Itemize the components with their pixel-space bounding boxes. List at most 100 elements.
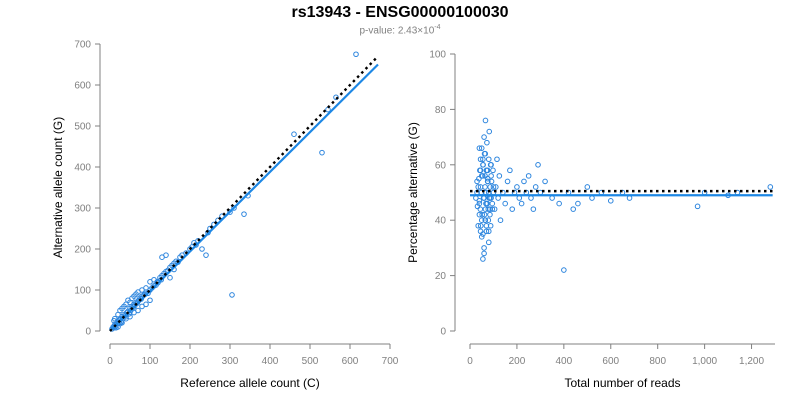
x-tick-label: 500 (302, 356, 319, 367)
data-point (489, 200, 496, 207)
y-tick-label: 40 (435, 216, 447, 227)
data-point (514, 184, 520, 190)
x-tick-label: 1,200 (739, 356, 764, 367)
data-point (485, 178, 491, 185)
data-point (484, 167, 490, 174)
data-point (475, 222, 482, 229)
x-tick-label: 1,000 (692, 356, 717, 367)
data-point (484, 200, 491, 207)
data-point (151, 276, 157, 283)
data-point (477, 167, 484, 174)
y-tick-label: 300 (74, 204, 91, 215)
data-point (480, 156, 486, 163)
data-point (575, 200, 581, 207)
data-point (477, 156, 484, 163)
y-tick-label: 100 (74, 286, 91, 297)
y-tick-label: 0 (85, 327, 91, 338)
data-point (241, 211, 247, 217)
data-point (319, 149, 325, 156)
data-point (495, 195, 501, 201)
y-tick-label: 200 (74, 245, 91, 256)
data-point (333, 94, 339, 101)
x-tick-label: 400 (262, 356, 279, 367)
data-point (481, 250, 487, 257)
y-tick-label: 500 (74, 122, 91, 133)
data-point (476, 145, 483, 151)
x-axis-label: Reference allele count (C) (180, 376, 319, 390)
data-point (584, 184, 591, 190)
data-point (227, 209, 233, 215)
data-point (530, 206, 537, 212)
data-point (525, 173, 532, 179)
data-point (127, 313, 133, 320)
data-point (607, 198, 614, 204)
data-point (694, 203, 701, 210)
data-point (478, 217, 485, 223)
data-point (229, 292, 235, 298)
data-point (535, 162, 541, 168)
data-point (507, 167, 513, 174)
p-value-exponent: -4 (434, 24, 441, 31)
data-point (486, 128, 493, 135)
data-point (143, 285, 149, 291)
x-tick-label: 400 (556, 356, 573, 367)
x-tick-label: 300 (222, 356, 239, 367)
data-point (485, 228, 492, 235)
data-point (516, 195, 523, 201)
p-value-text: p-value: 2.43×10 (359, 25, 435, 37)
chart-panel-right: 0 200 400 600 800 1,000 1,200 0 20 40 60 80 100 Total… (406, 50, 775, 390)
data-point (135, 307, 141, 314)
data-point (476, 198, 483, 204)
data-point (480, 256, 486, 262)
data-point (291, 131, 297, 137)
data-point (483, 228, 490, 235)
data-point (488, 173, 494, 179)
data-point (504, 178, 511, 185)
y-tick-label: 400 (74, 163, 91, 174)
data-point (477, 206, 484, 212)
reference-line (109, 55, 379, 332)
data-point (482, 184, 488, 190)
data-point (556, 200, 562, 207)
data-point (478, 145, 485, 151)
data-point (231, 205, 237, 211)
data-point (537, 189, 544, 196)
data-point (482, 217, 489, 223)
fit-line (109, 63, 379, 332)
x-axis-label: Total number of reads (564, 376, 680, 390)
data-point (477, 228, 484, 235)
data-point (509, 206, 516, 212)
data-point (489, 206, 496, 212)
chart-title: rs13943 - ENSG00000100030 (291, 4, 509, 21)
data-point (549, 195, 555, 201)
y-tick-label: 20 (435, 271, 447, 282)
data-point (147, 297, 153, 304)
data-point (476, 211, 483, 218)
x-tick-label: 100 (142, 356, 159, 367)
data-point (481, 134, 487, 140)
data-point (482, 173, 488, 179)
data-point (570, 206, 577, 212)
y-tick-label: 700 (74, 40, 91, 51)
y-tick-label: 0 (440, 327, 446, 338)
data-point (474, 178, 480, 185)
data-point (478, 173, 485, 179)
data-point (199, 246, 205, 252)
data-point (479, 211, 486, 218)
data-point (490, 167, 496, 174)
data-point (496, 173, 503, 179)
data-point (203, 252, 209, 258)
data-point (497, 217, 504, 223)
y-axis-label: Percentage alternative (G) (406, 122, 420, 263)
data-point (487, 184, 493, 190)
x-tick-label: 800 (649, 356, 666, 367)
data-point (521, 178, 527, 185)
data-point (494, 156, 500, 163)
data-point (518, 200, 525, 207)
data-point (481, 211, 488, 218)
data-point (485, 239, 492, 246)
data-point (561, 267, 567, 273)
data-point (589, 195, 595, 201)
chart-subtitle: p-value: 2.43×10-4 (0, 24, 800, 36)
data-point (767, 184, 774, 190)
